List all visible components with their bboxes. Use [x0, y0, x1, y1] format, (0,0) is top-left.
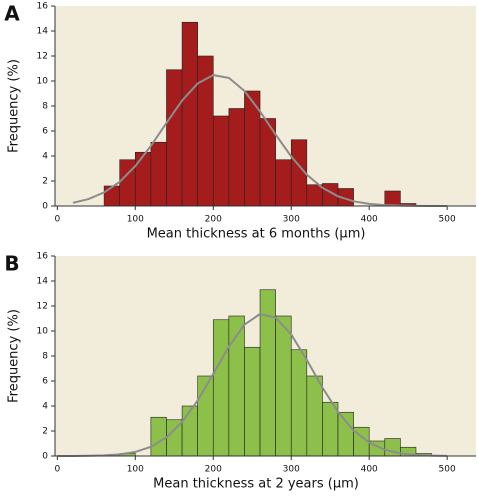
- y-tick-label: 10: [37, 77, 49, 87]
- panel-label: A: [4, 2, 20, 26]
- y-tick-label: 14: [37, 27, 49, 37]
- y-tick-label: 14: [37, 277, 49, 287]
- x-tick-label: 200: [205, 465, 222, 475]
- bar: [275, 159, 292, 207]
- bar: [119, 159, 136, 207]
- x-axis-label: Mean thickness at 6 months (µm): [147, 227, 366, 242]
- y-tick-label: 12: [37, 302, 48, 312]
- bar: [290, 349, 308, 457]
- y-tick-label: 12: [37, 52, 48, 62]
- bar: [181, 21, 198, 207]
- bar: [150, 141, 167, 207]
- fit-curve: [57, 312, 448, 457]
- bar: [275, 315, 292, 457]
- fit-curve: [72, 74, 448, 207]
- y-tick-label: 8: [42, 102, 48, 112]
- bar: [244, 346, 261, 457]
- y-tick-label: 16: [37, 252, 49, 262]
- y-tick-label: 6: [42, 377, 48, 387]
- y-tick-label: 2: [42, 177, 48, 187]
- x-tick-label: 100: [127, 215, 144, 225]
- x-tick-label: 500: [439, 215, 456, 225]
- bar: [166, 69, 183, 207]
- y-tick-label: 4: [42, 152, 48, 162]
- y-tick-label: 2: [42, 427, 48, 437]
- bar: [103, 185, 121, 207]
- y-axis-label: Frequency (%): [7, 59, 22, 153]
- bar: [384, 190, 401, 207]
- x-tick-label: 300: [283, 465, 300, 475]
- y-tick-label: 6: [42, 127, 48, 137]
- y-tick-label: 10: [37, 327, 49, 337]
- x-axis-label: Mean thickness at 2 years (µm): [153, 477, 359, 492]
- bar: [212, 319, 230, 457]
- x-tick-label: 400: [361, 465, 378, 475]
- x-tick-label: 200: [205, 215, 222, 225]
- y-axis-label: Frequency (%): [7, 309, 22, 403]
- bar: [135, 151, 152, 207]
- x-tick-label: 300: [283, 215, 300, 225]
- y-tick-label: 0: [42, 452, 48, 462]
- bar: [150, 416, 167, 457]
- bar: [181, 405, 198, 457]
- y-tick-label: 4: [42, 402, 48, 412]
- x-tick-label: 100: [127, 465, 144, 475]
- bar: [306, 184, 323, 207]
- bar: [322, 401, 339, 457]
- bar: [228, 108, 245, 207]
- y-tick-label: 0: [42, 202, 48, 212]
- x-tick-label: 0: [54, 215, 60, 225]
- bar: [337, 411, 354, 457]
- y-tick-label: 8: [42, 352, 48, 362]
- bar: [306, 375, 323, 457]
- x-tick-label: 400: [361, 215, 378, 225]
- panel-label: B: [4, 252, 19, 276]
- y-tick-label: 16: [37, 2, 49, 12]
- bar: [212, 115, 230, 207]
- x-tick-label: 500: [439, 465, 456, 475]
- x-tick-label: 0: [54, 465, 60, 475]
